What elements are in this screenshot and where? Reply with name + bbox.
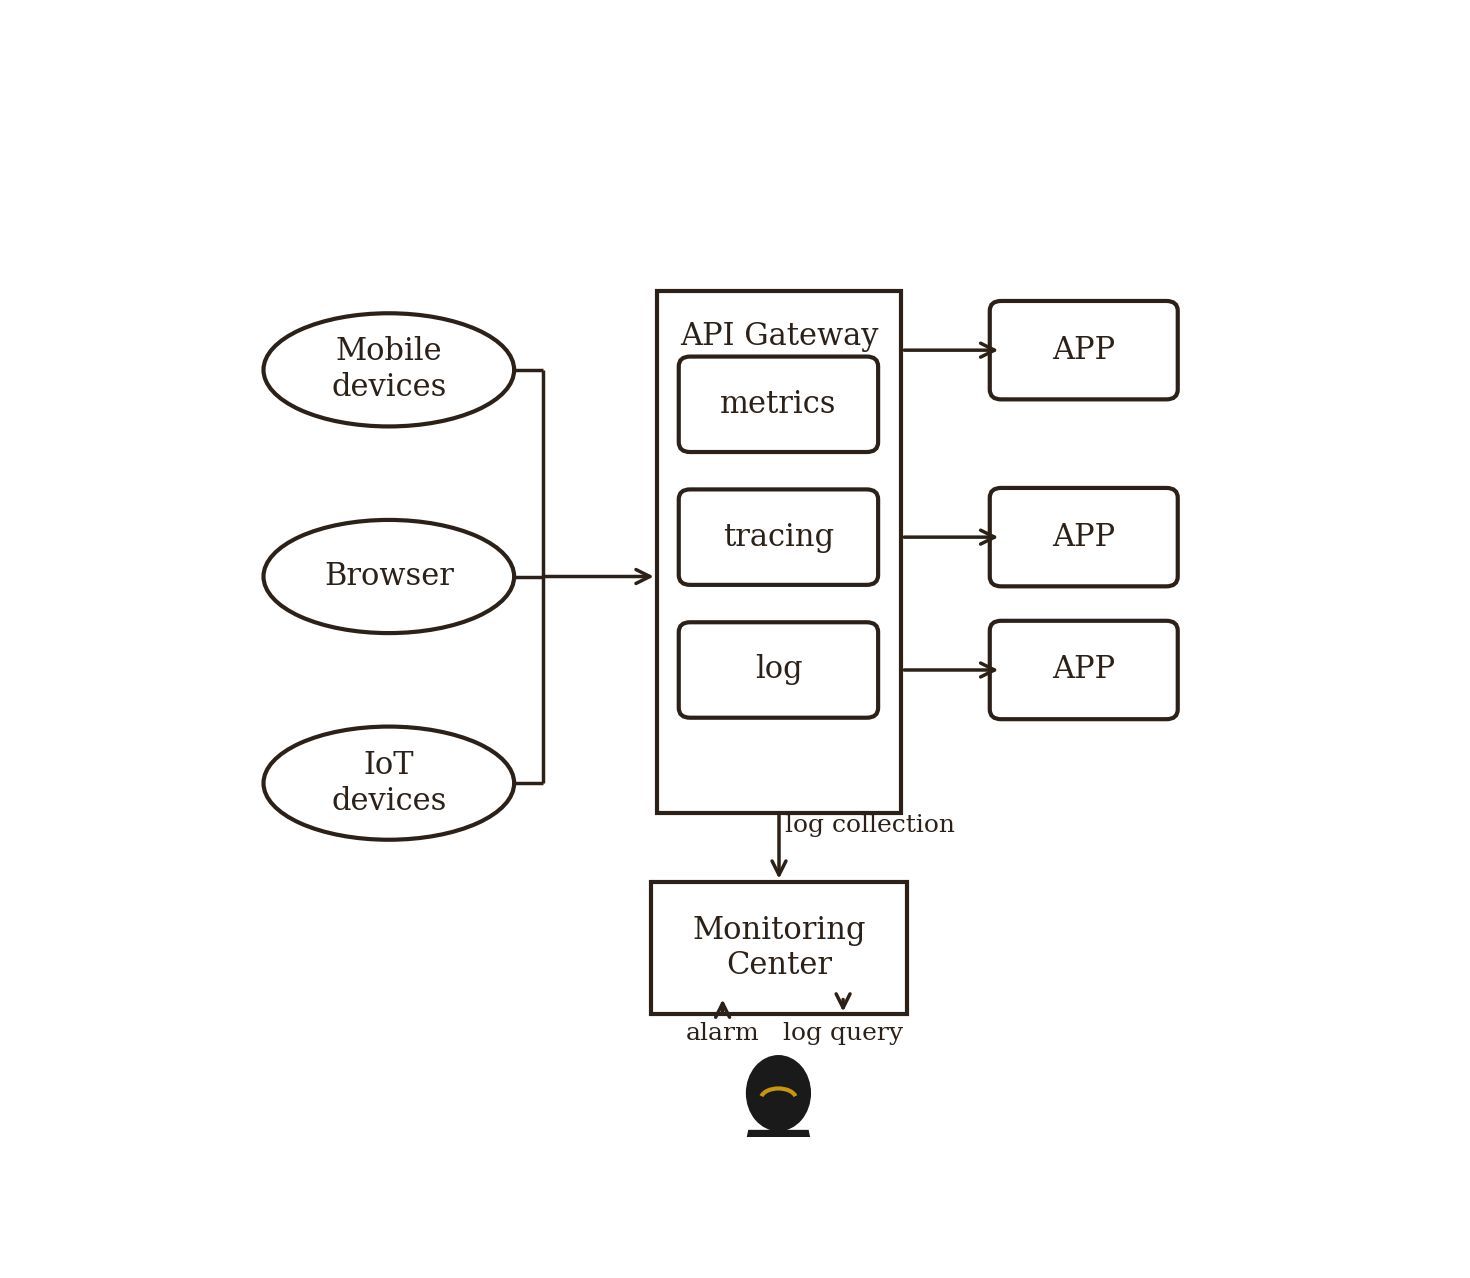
FancyBboxPatch shape	[679, 622, 878, 718]
Text: APP: APP	[1053, 521, 1116, 552]
Text: alarm: alarm	[686, 1022, 760, 1045]
FancyBboxPatch shape	[989, 300, 1177, 399]
Text: Browser: Browser	[323, 561, 454, 592]
Text: IoT
devices: IoT devices	[331, 750, 447, 817]
Text: APP: APP	[1053, 654, 1116, 685]
Bar	[651, 882, 907, 1015]
Text: metrics: metrics	[720, 389, 836, 419]
Text: API Gateway: API Gateway	[679, 321, 878, 351]
Text: log: log	[754, 654, 803, 685]
FancyBboxPatch shape	[679, 489, 878, 585]
Text: log collection: log collection	[785, 814, 954, 837]
Ellipse shape	[747, 1056, 810, 1131]
Text: Mobile
devices: Mobile devices	[331, 336, 447, 404]
Polygon shape	[732, 1131, 825, 1214]
FancyBboxPatch shape	[989, 488, 1177, 587]
Text: Monitoring
Center: Monitoring Center	[692, 915, 866, 982]
Text: APP: APP	[1053, 335, 1116, 366]
FancyBboxPatch shape	[989, 621, 1177, 720]
Text: log query: log query	[784, 1022, 903, 1045]
Text: tracing: tracing	[723, 521, 833, 552]
FancyBboxPatch shape	[679, 357, 878, 452]
Bar	[657, 291, 901, 813]
